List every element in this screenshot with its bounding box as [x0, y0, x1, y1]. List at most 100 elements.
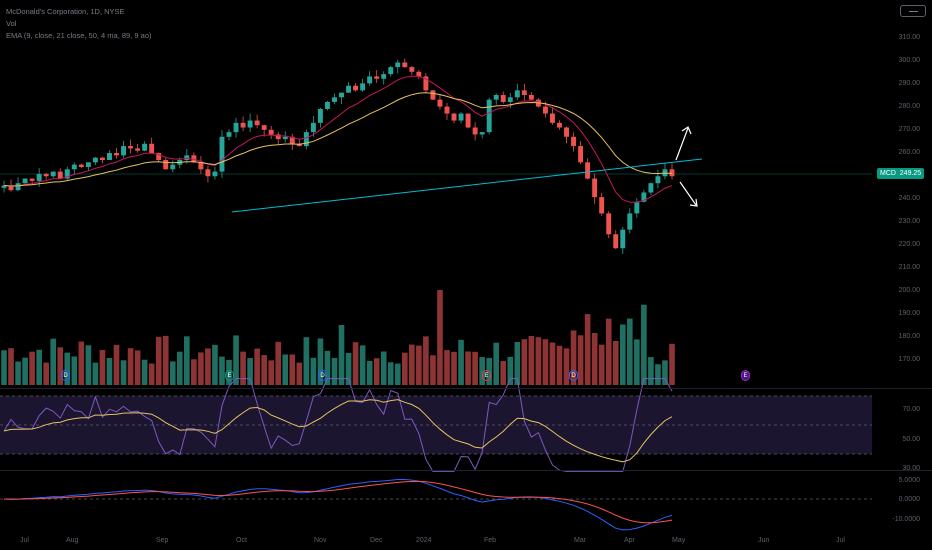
candle-down [296, 143, 302, 147]
candle-down [261, 125, 267, 130]
volume-bar-up [247, 358, 253, 385]
candle-up [247, 120, 253, 128]
volume-bar-up [648, 357, 654, 385]
price-axis-label: 300.00 [898, 57, 920, 64]
candle-up [64, 169, 70, 179]
volume-bar-up [507, 356, 514, 385]
candle-up [367, 76, 373, 84]
candle-up [395, 62, 401, 68]
volume-bar-down [570, 330, 577, 385]
volume-bar-down [542, 339, 549, 385]
last-price-tag: 249.25 [897, 168, 924, 179]
candle-up [226, 132, 232, 137]
candle-down [451, 113, 457, 121]
event-marker-icon: E [741, 370, 750, 381]
volume-bar-up [169, 361, 176, 385]
candle-down [437, 99, 443, 107]
candle-down [114, 153, 119, 156]
candle-up [170, 164, 176, 170]
down-arrow-head-icon [689, 198, 698, 207]
volume-bar-down [612, 340, 619, 385]
volume-bar-down [43, 362, 50, 385]
candle-down [128, 146, 134, 149]
collapse-panel-button[interactable] [900, 5, 926, 17]
volume-bar-down [577, 335, 584, 385]
volume-bar-down [254, 348, 260, 385]
volume-bar-down [113, 344, 120, 385]
candle-up [71, 164, 77, 170]
volume-bar-up [626, 318, 633, 385]
event-marker-icon: D [318, 370, 327, 381]
candle-up [212, 171, 218, 177]
volume-bar-up [15, 361, 21, 385]
volume-bar-up [219, 356, 225, 385]
volume-bar-up [634, 339, 640, 385]
candle-up [184, 155, 190, 160]
candle-down [205, 169, 211, 177]
trendline [231, 158, 703, 213]
volume-bar-down [465, 351, 471, 385]
candle-down [275, 134, 281, 140]
candle-up [346, 85, 352, 93]
candle-down [521, 90, 527, 95]
price-axis-label: 170.00 [898, 356, 920, 363]
candle-down [374, 76, 380, 79]
volume-bar-down [591, 332, 598, 385]
candle-up [1, 185, 7, 188]
candle-down [599, 197, 605, 214]
pane-divider[interactable] [0, 388, 932, 389]
candle-up [514, 90, 520, 98]
candle-down [669, 169, 675, 177]
candle-up [360, 83, 366, 91]
volume-bar-up [85, 345, 92, 385]
price-axis-label: 210.00 [898, 264, 920, 271]
macd-axis-label: 5.0000 [898, 477, 920, 484]
candle-up [36, 173, 42, 181]
volume-bar-down [99, 350, 106, 385]
candle-up [50, 171, 56, 177]
volume-bar-up [317, 338, 324, 385]
volume-bar-up [92, 362, 99, 385]
candle-up [92, 157, 98, 163]
candle-up [317, 108, 323, 123]
indicator-legend: EMA (9, close, 21 close, 50, 4 ma, 89, 9… [6, 31, 152, 40]
volume-bar-down [134, 350, 141, 385]
time-axis-label: Jul [20, 537, 29, 544]
volume-bar-down [669, 343, 675, 385]
time-axis-label: Aug [66, 537, 79, 544]
candle-down [542, 106, 548, 114]
volume-bar-down [205, 348, 211, 385]
price-axis-label: 180.00 [898, 333, 920, 340]
volume-bar-up [106, 357, 113, 385]
volume-bar-down [472, 351, 478, 385]
ema-slow-line [3, 92, 673, 187]
volume-bar-down [416, 345, 422, 385]
chart-title: McDonald's Corporation, 1D, NYSE [6, 7, 125, 16]
volume-bar-up [282, 354, 289, 385]
time-axis-label: Jun [758, 537, 770, 544]
volume-bar-up [655, 364, 661, 385]
candle-up [641, 192, 647, 202]
signal-line [3, 480, 673, 524]
candle-up [142, 143, 148, 151]
volume-bar-down [451, 351, 457, 385]
candle-up [507, 97, 513, 102]
macd-axis-label: 0.0000 [898, 496, 920, 503]
down-arrow-icon [679, 181, 697, 206]
candle-up [22, 178, 28, 184]
volume-bar-down [563, 348, 570, 385]
volume-bar-up [338, 325, 345, 385]
pane-divider[interactable] [0, 470, 932, 471]
macd-axis-label: -10.0000 [892, 516, 920, 523]
volume-bar-down [296, 362, 303, 385]
volume-bar-down [29, 351, 35, 385]
candle-up [85, 162, 91, 167]
volume-bar-down [78, 341, 85, 385]
price-axis-label: 220.00 [898, 241, 920, 248]
up-arrow-icon [675, 127, 689, 161]
volume-bar-down [605, 318, 612, 385]
ema-fast-line [3, 75, 673, 203]
volume-bar-up [310, 357, 317, 385]
candle-up [620, 229, 626, 249]
